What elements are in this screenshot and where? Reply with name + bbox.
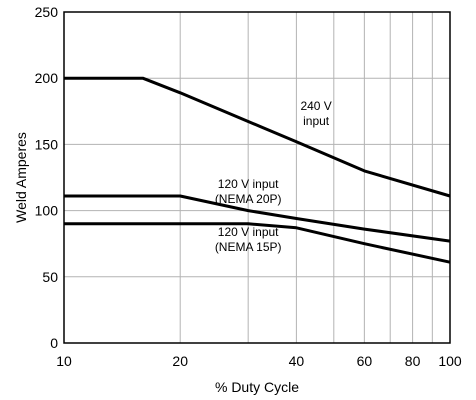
series-annotation: 120 V input (NEMA 15P) xyxy=(215,225,282,254)
series-annotation: 120 V input (NEMA 20P) xyxy=(215,177,282,206)
x-tick-label: 10 xyxy=(56,353,72,369)
y-tick-label: 100 xyxy=(35,203,59,219)
series-line-1 xyxy=(64,76,451,198)
x-tick-label: 40 xyxy=(289,353,305,369)
series-lines xyxy=(64,76,451,264)
y-tick-label: 150 xyxy=(35,136,59,152)
y-tick-label: 250 xyxy=(35,4,59,20)
y-axis-label: Weld Amperes xyxy=(13,132,29,223)
series-line-2 xyxy=(64,194,451,243)
x-tick-label: 80 xyxy=(405,353,421,369)
x-tick-label: 60 xyxy=(357,353,373,369)
y-tick-label: 200 xyxy=(35,70,59,86)
x-tick-label: 20 xyxy=(172,353,188,369)
tick-labels: 10 20 40 60 80 100 0 50 100 150 200 250 xyxy=(35,4,462,369)
x-tick-label: 100 xyxy=(438,353,462,369)
y-tick-label: 0 xyxy=(50,335,58,351)
series-line-3 xyxy=(64,222,451,264)
y-tick-label: 50 xyxy=(42,269,58,285)
plot-frame xyxy=(63,11,451,344)
x-axis-label: % Duty Cycle xyxy=(215,379,299,395)
